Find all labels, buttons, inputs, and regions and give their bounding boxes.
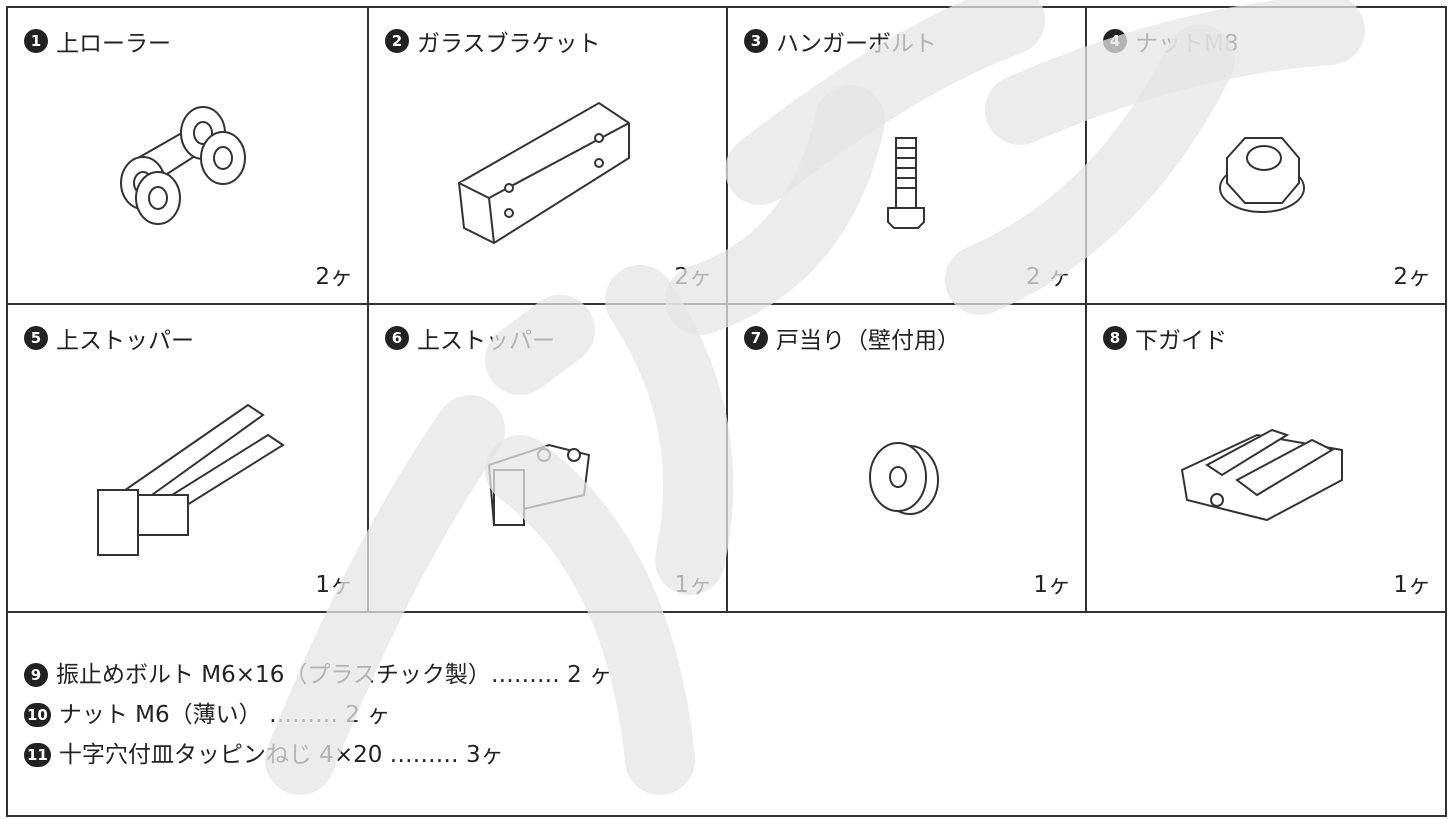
accessory-item: 9 振止めボルト M6×16（プラスチック製）……… 2 ヶ — [24, 655, 612, 695]
part-heading: 6 上ストッパー — [385, 321, 555, 355]
accessory-item: 11 十字穴付皿タッピンねじ 4×20 ……… 3ヶ — [24, 735, 612, 775]
part-cell: 5 上ストッパー 1ヶ — [6, 303, 369, 613]
part-illustration — [1219, 137, 1305, 213]
part-quantity: 2 ヶ — [1026, 264, 1071, 290]
part-name: 上ストッパー — [56, 328, 194, 354]
part-quantity: 1ヶ — [1033, 572, 1071, 598]
part-name: ナットM8 — [1135, 31, 1239, 57]
part-name: 戸当り（壁付用） — [776, 328, 960, 354]
part-number: 6 — [385, 326, 409, 350]
part-name: ガラスブラケット — [417, 31, 601, 57]
part-cell: 6 上ストッパー 1ヶ — [367, 303, 728, 613]
part-cell: 1 上ローラー 2ヶ — [6, 6, 369, 305]
part-quantity: 1ヶ — [315, 572, 353, 598]
accessory-text: ナット M6（薄い） ……… 2 ヶ — [58, 702, 391, 728]
accessory-cell: 9 振止めボルト M6×16（プラスチック製）……… 2 ヶ 10 ナット M6（薄い… — [6, 611, 1447, 817]
part-number: 5 — [24, 326, 48, 350]
accessory-list: 9 振止めボルト M6×16（プラスチック製）……… 2 ヶ 10 ナット M6（薄い… — [24, 655, 612, 775]
part-name: ハンガーボルト — [776, 31, 937, 57]
part-quantity: 2ヶ — [674, 264, 712, 290]
part-heading: 2 ガラスブラケット — [385, 24, 601, 58]
accessory-item: 10 ナット M6（薄い） ……… 2 ヶ — [24, 695, 612, 735]
part-heading: 4 ナットM8 — [1103, 24, 1238, 58]
part-cell: 8 下ガイド 1ヶ — [1085, 303, 1447, 613]
part-number: 8 — [1103, 326, 1127, 350]
accessory-number: 9 — [24, 663, 48, 687]
part-cell: 3 ハンガーボルト 2 ヶ — [726, 6, 1087, 305]
part-cell: 2 ガラスブラケット 2ヶ — [367, 6, 728, 305]
part-number: 1 — [24, 29, 48, 53]
part-name: 下ガイド — [1135, 328, 1227, 354]
accessory-number: 10 — [24, 703, 51, 727]
accessory-text: 振止めボルト M6×16（プラスチック製）……… 2 ヶ — [56, 662, 613, 688]
part-number: 3 — [744, 29, 768, 53]
part-illustration — [869, 442, 939, 515]
part-cell: 4 ナットM8 2ヶ — [1085, 6, 1447, 305]
part-number: 7 — [744, 326, 768, 350]
part-name: 上ローラー — [56, 31, 171, 57]
part-number: 2 — [385, 29, 409, 53]
part-quantity: 2ヶ — [1393, 264, 1431, 290]
part-name: 上ストッパー — [417, 328, 555, 354]
part-cell: 7 戸当り（壁付用） 1ヶ — [726, 303, 1087, 613]
part-illustration — [457, 101, 630, 245]
part-heading: 7 戸当り（壁付用） — [744, 321, 960, 355]
part-heading: 8 下ガイド — [1103, 321, 1227, 355]
part-heading: 5 上ストッパー — [24, 321, 194, 355]
part-quantity: 1ヶ — [674, 572, 712, 598]
part-quantity: 1ヶ — [1393, 572, 1431, 598]
part-heading: 1 上ローラー — [24, 24, 171, 58]
part-number: 4 — [1103, 29, 1127, 53]
part-heading: 3 ハンガーボルト — [744, 24, 937, 58]
part-illustration — [97, 403, 285, 556]
part-illustration — [120, 106, 246, 225]
accessory-text: 十字穴付皿タッピンねじ 4×20 ……… 3ヶ — [58, 742, 504, 768]
part-quantity: 2ヶ — [315, 264, 353, 290]
part-illustration — [1180, 428, 1343, 522]
accessory-number: 11 — [24, 743, 51, 767]
